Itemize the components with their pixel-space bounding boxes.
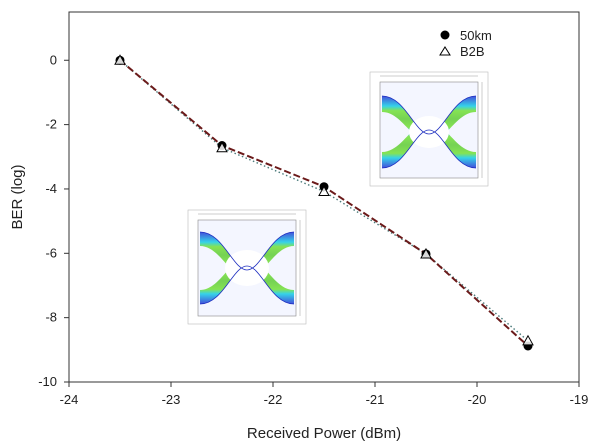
data-point-b2b [420,247,432,259]
data-point-b2b [318,185,330,197]
y-tick-label: -2 [45,117,57,132]
x-axis-title: Received Power (dBm) [247,425,401,442]
y-axis-ticks: 0 -2 -4 -6 -8 -10 [38,52,69,389]
y-tick-label: -8 [45,310,57,325]
plot-frame [68,11,580,383]
y-axis-title: BER (log) [9,164,26,229]
legend-marker-50km [440,30,450,40]
y-tick-label: -4 [45,181,57,196]
eye-diagram-inset-50km [369,71,489,187]
x-tick-label: -22 [264,392,283,407]
data-point-b2b [216,141,228,153]
data-point-b2b [114,54,126,65]
x-tick-label: -23 [162,392,181,407]
x-axis-ticks: -24 -23 -22 -21 -20 -19 [60,382,589,407]
x-tick-label: -21 [366,392,385,407]
legend-label-b2b: B2B [460,44,485,59]
data-point-b2b [522,334,534,346]
x-tick-label: -19 [570,392,589,407]
y-tick-label: 0 [50,52,57,67]
x-tick-label: -20 [468,392,487,407]
x-tick-label: -24 [60,392,79,407]
y-tick-label: -10 [38,374,57,389]
eye-diagram-inset-b2b [187,209,307,325]
legend: 50km B2B [439,28,492,59]
legend-label-50km: 50km [460,28,492,43]
y-tick-label: -6 [45,245,57,260]
legend-marker-b2b [439,46,451,56]
series-layer [114,54,534,351]
